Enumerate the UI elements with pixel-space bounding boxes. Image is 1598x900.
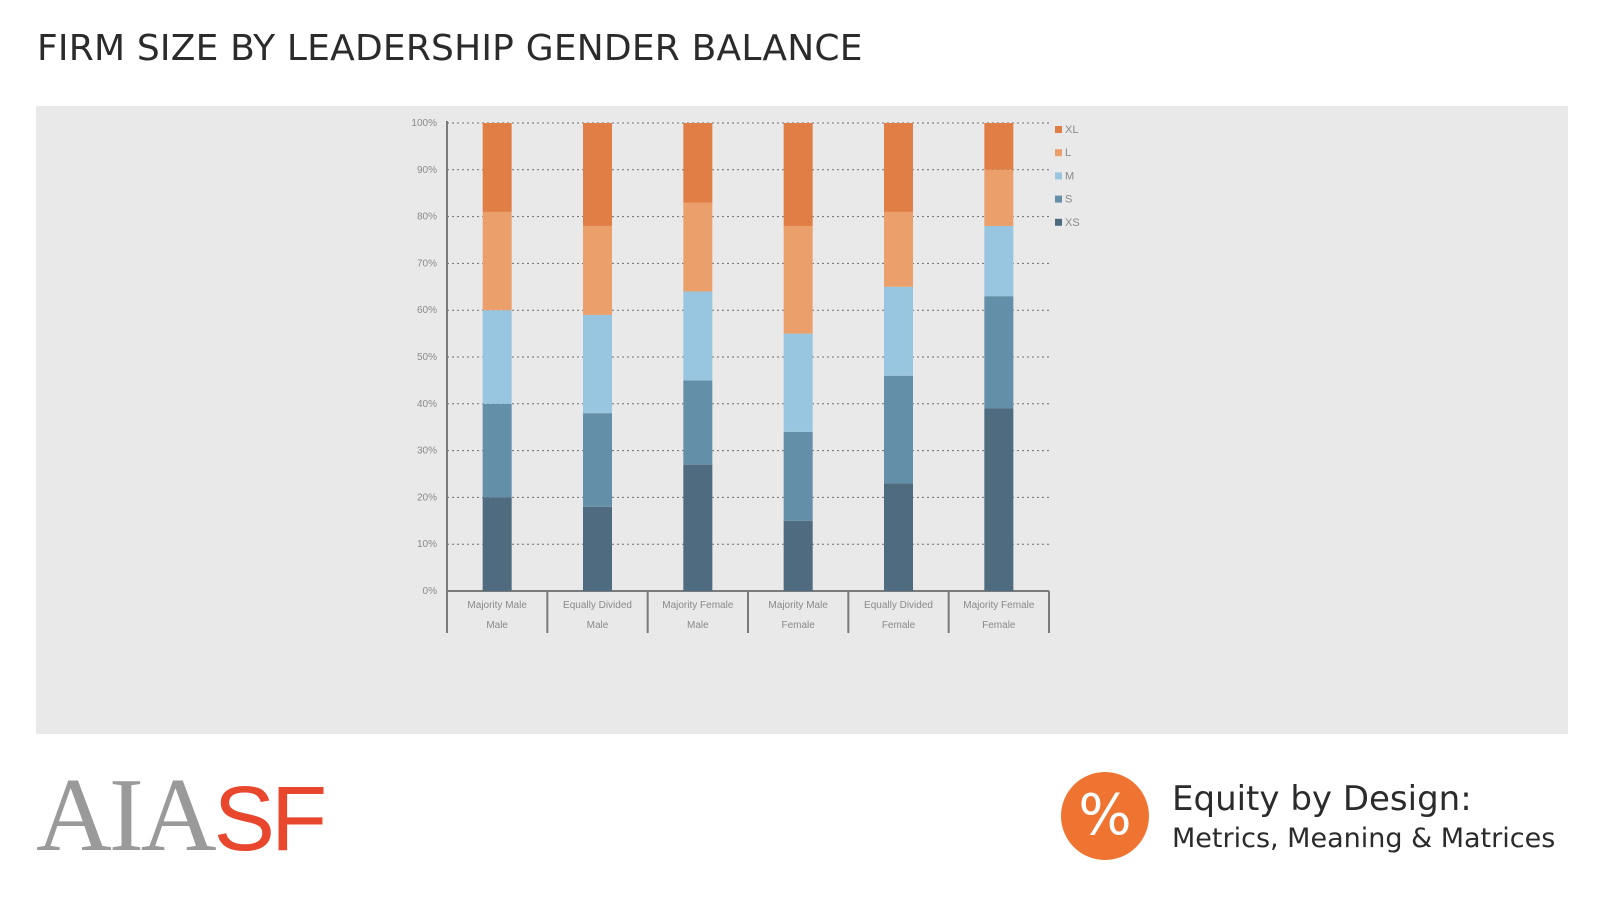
y-tick-label: 0% — [423, 586, 438, 597]
logo-sf-text: SF — [213, 768, 328, 870]
brand-subtitle: Metrics, Meaning & Matrices — [1172, 823, 1556, 854]
x-group-label: Female — [781, 620, 815, 631]
bar-segment — [884, 286, 913, 376]
legend-swatch — [1055, 218, 1062, 226]
legend-label: L — [1065, 147, 1071, 159]
bar-segment — [683, 202, 713, 292]
bar-segment — [783, 520, 813, 591]
percent-badge-icon: % — [1061, 772, 1149, 860]
stacked-bar-chart: 0% 10% 20% 30% 40% 50% 60% 70% 80% 90% 100% Majorit… — [411, 118, 1080, 633]
bar-segment — [783, 225, 813, 334]
bar-segment — [783, 333, 813, 432]
legend-label: XL — [1065, 124, 1078, 136]
x-group-label: Female — [882, 620, 916, 631]
bar-segment — [683, 291, 713, 381]
legend-label: XS — [1065, 217, 1080, 229]
y-tick-label: 30% — [417, 446, 437, 457]
y-tick-label: 80% — [417, 212, 437, 223]
bar-segment — [884, 375, 913, 484]
x-group-label: Female — [982, 620, 1016, 631]
aiasf-logo: AIASF — [36, 762, 327, 867]
x-group-label: Male — [687, 620, 709, 631]
bar-segment — [482, 123, 512, 212]
legend-swatch — [1055, 195, 1062, 203]
bar-segment — [884, 483, 913, 591]
legend-label: M — [1065, 170, 1074, 182]
bar-segment — [583, 123, 612, 226]
x-group-label: Male — [587, 620, 609, 631]
bar-segment — [583, 506, 612, 591]
x-category-label: Majority Female — [662, 600, 734, 611]
y-tick-label: 100% — [411, 118, 437, 129]
bar-segment — [984, 296, 1014, 409]
y-tick-label: 40% — [417, 399, 437, 410]
bar-segment — [683, 380, 713, 465]
x-category-label: Majority Male — [467, 600, 527, 611]
bar-segment — [482, 403, 512, 498]
bar-segment — [482, 497, 512, 591]
legend-swatch — [1055, 172, 1062, 180]
bar-segment — [683, 464, 713, 591]
bar-segment — [783, 431, 813, 521]
bar-segment — [984, 123, 1014, 170]
bar-segment — [884, 211, 913, 287]
y-tick-label: 90% — [417, 165, 437, 176]
bar-segment — [783, 123, 813, 226]
legend-swatch — [1055, 149, 1062, 157]
x-category-label: Majority Female — [963, 600, 1035, 611]
bar-segment — [482, 211, 512, 311]
bar-segment — [984, 408, 1014, 591]
y-tick-label: 10% — [417, 539, 437, 550]
y-tick-label: 50% — [417, 352, 437, 363]
y-tick-label: 60% — [417, 305, 437, 316]
bar-segment — [482, 310, 512, 404]
bar-segment — [884, 123, 913, 212]
legend-swatch — [1055, 126, 1062, 133]
brand-title: Equity by Design: — [1172, 779, 1472, 819]
bar-segment — [984, 225, 1014, 297]
x-group-label: Male — [486, 620, 508, 631]
chart-panel: 0% 10% 20% 30% 40% 50% 60% 70% 80% 90% 100% Majorit… — [36, 106, 1568, 734]
y-tick-label: 70% — [417, 258, 437, 269]
legend-label: S — [1065, 194, 1072, 206]
bar-segment — [583, 225, 612, 315]
x-category-label: Equally Divided — [563, 600, 632, 611]
x-category-label: Majority Male — [768, 600, 828, 611]
x-category-label: Equally Divided — [864, 600, 933, 611]
bar-segment — [583, 413, 612, 507]
bar-segment — [683, 123, 713, 203]
y-tick-label: 20% — [417, 492, 437, 503]
slide-title: FIRM SIZE BY LEADERSHIP GENDER BALANCE — [37, 28, 863, 69]
bar-segment — [984, 169, 1014, 226]
logo-aia-text: AIA — [36, 756, 217, 873]
bar-segment — [583, 314, 612, 414]
